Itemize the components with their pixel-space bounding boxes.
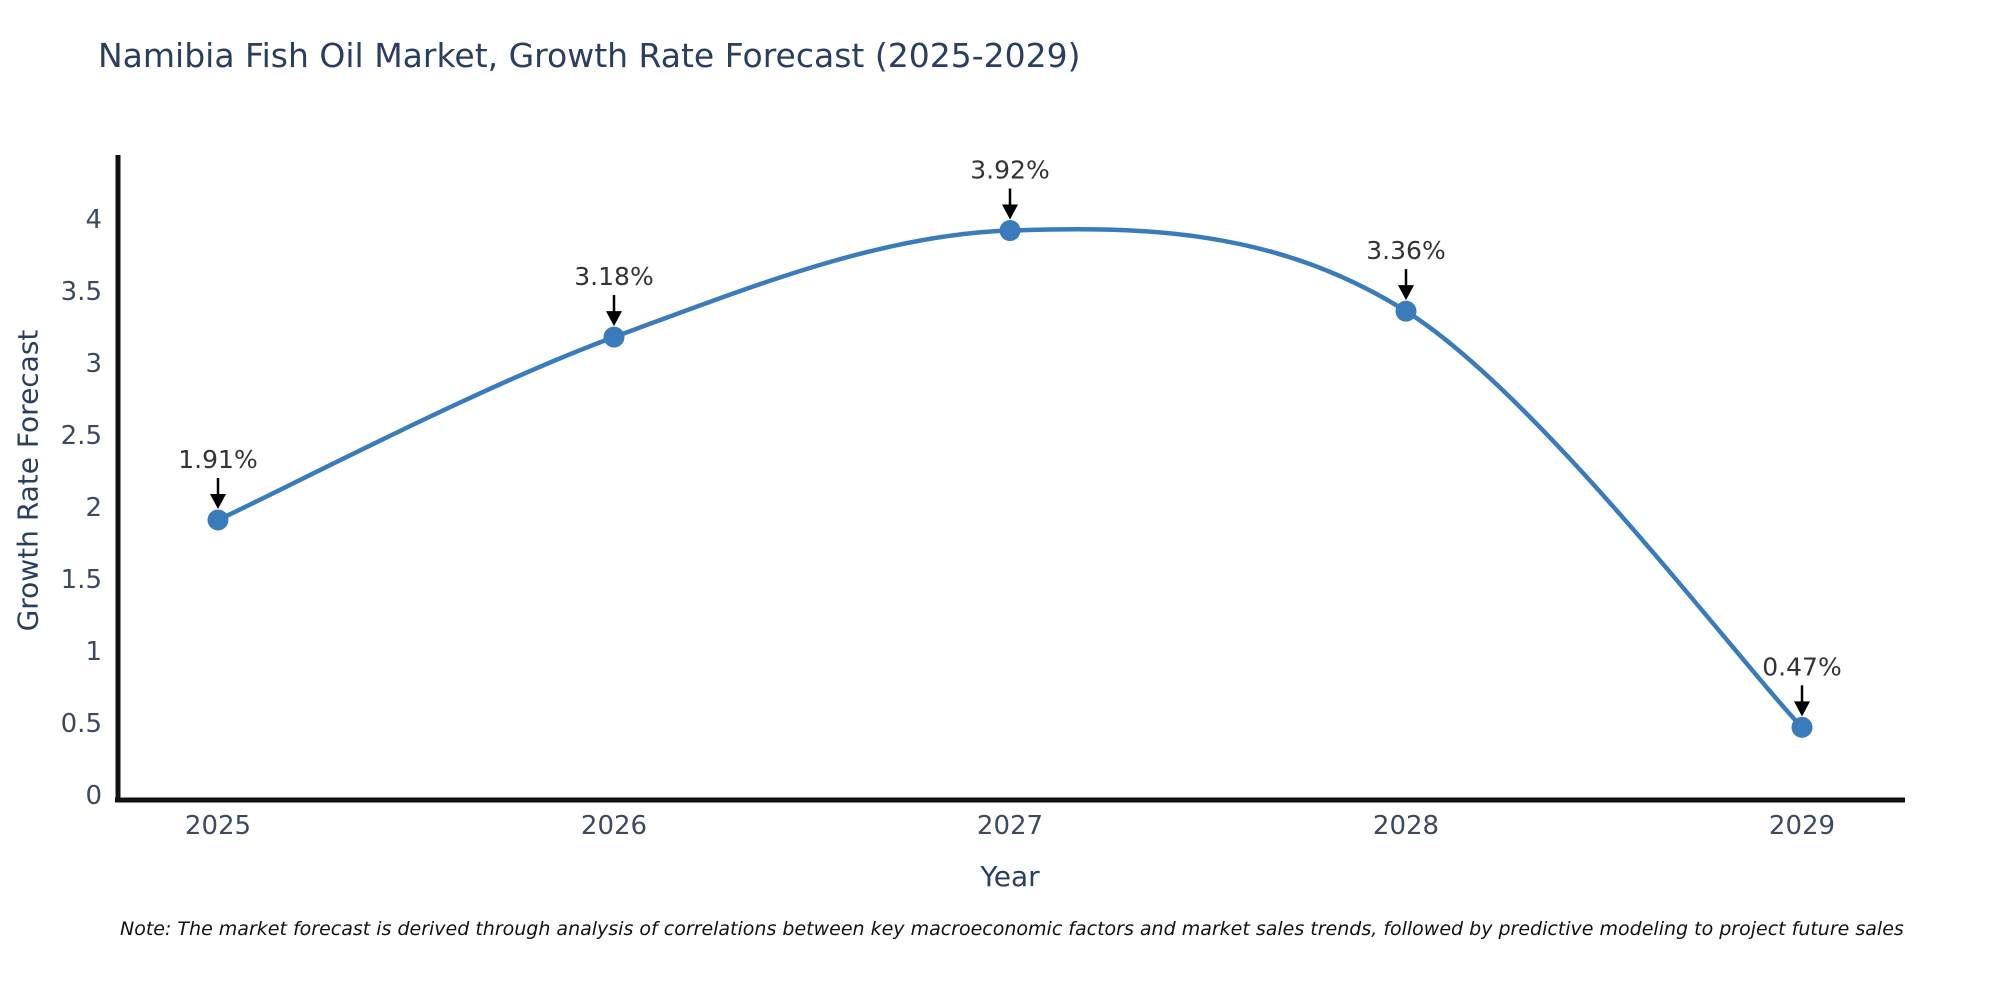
y-tick-label: 1.5 (61, 565, 102, 595)
point-annotation: 1.91% (178, 445, 257, 474)
annotation-arrowhead-icon (606, 311, 622, 327)
point-annotation: 3.36% (1366, 236, 1445, 265)
y-tick-label: 4 (85, 205, 102, 235)
x-tick-label: 2026 (581, 811, 647, 841)
chart-title: Namibia Fish Oil Market, Growth Rate For… (98, 36, 1081, 75)
x-axis-title: Year (980, 860, 1040, 893)
x-tick-label: 2029 (1769, 811, 1835, 841)
data-point-marker (603, 326, 625, 348)
y-tick-label: 0 (85, 781, 102, 811)
x-tick-label: 2028 (1373, 811, 1439, 841)
point-annotation: 0.47% (1762, 652, 1841, 681)
y-tick-label: 2 (85, 493, 102, 523)
y-tick-label: 2.5 (61, 421, 102, 451)
y-tick-label: 3 (85, 349, 102, 379)
data-point-marker (207, 509, 229, 531)
footnote: Note: The market forecast is derived thr… (120, 918, 1904, 940)
x-tick-label: 2025 (185, 811, 251, 841)
point-annotation: 3.18% (574, 262, 653, 291)
y-tick-label: 1 (85, 637, 102, 667)
data-point-marker (1395, 300, 1417, 322)
y-tick-label: 0.5 (61, 709, 102, 739)
data-point-marker (1791, 716, 1813, 738)
x-tick-label: 2027 (977, 811, 1043, 841)
y-tick-label: 3.5 (61, 277, 102, 307)
annotation-arrowhead-icon (1398, 285, 1414, 301)
annotation-arrowhead-icon (1794, 701, 1810, 717)
point-annotation: 3.92% (970, 156, 1049, 185)
annotation-arrowhead-icon (210, 493, 226, 509)
trend-line (215, 227, 1805, 730)
data-point-marker (999, 220, 1021, 242)
annotation-arrowhead-icon (1002, 204, 1018, 220)
